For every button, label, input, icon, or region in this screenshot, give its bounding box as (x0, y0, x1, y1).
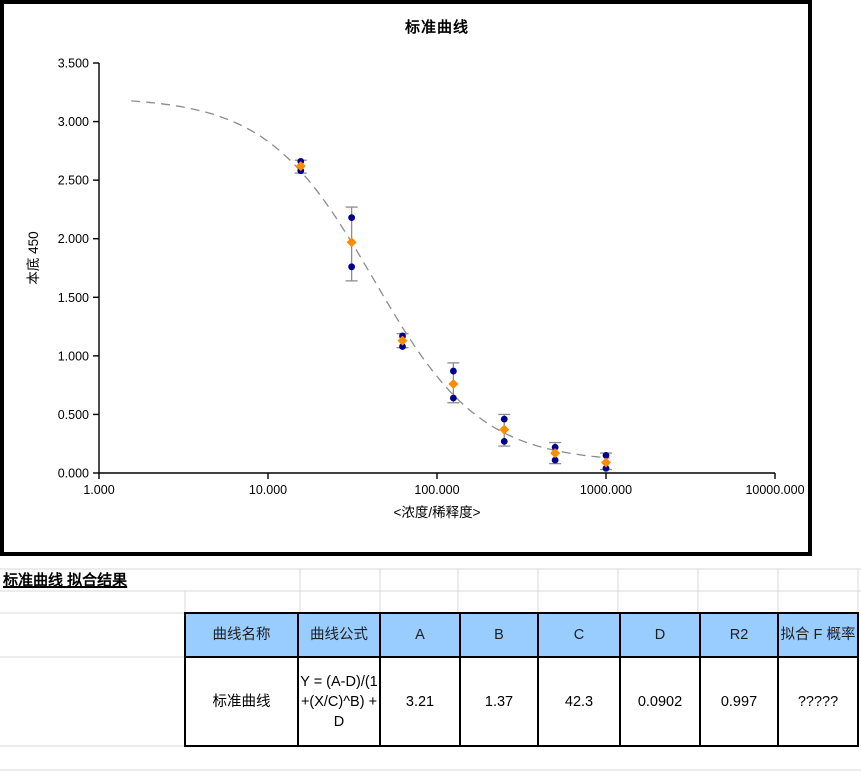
fit-table-cell-c[interactable]: 42.3 (537, 656, 621, 747)
fit-table-cell-f-prob[interactable]: ????? (777, 656, 859, 747)
error-bars (294, 159, 612, 471)
y-axis: 0.000 0.500 1.000 1.500 2.000 2.500 3.000 3.500 (58, 57, 100, 481)
y-tick-label: 3.000 (58, 115, 89, 129)
fit-table-cell-r2[interactable]: 0.997 (699, 656, 779, 747)
fit-results-heading: 标准曲线 拟合结果 (3, 572, 128, 589)
x-tick-label: 10.000 (249, 483, 287, 497)
y-tick-label: 2.500 (58, 174, 89, 188)
y-tick-label: 0.500 (58, 408, 89, 422)
replicate-points (297, 158, 610, 472)
x-axis-label: <浓度/稀释度> (393, 505, 481, 520)
fit-table-cell-formula[interactable]: Y = (A-D)/(1+(X/C)^B) + D (297, 656, 381, 747)
fit-table-cell-b[interactable]: 1.37 (459, 656, 539, 747)
fit-table-header-d[interactable]: D (619, 612, 701, 658)
standard-curve-panel: 0.000 0.500 1.000 1.500 2.000 2.500 3.000 3.500… (0, 0, 812, 556)
fit-table-header-name[interactable]: 曲线名称 (184, 612, 299, 658)
fit-table-header-f-prob[interactable]: 拟合 F 概率 (777, 612, 859, 658)
fit-table-cell-name[interactable]: 标准曲线 (184, 656, 299, 747)
x-tick-label: 1.000 (83, 483, 114, 497)
spreadsheet-gridlines (0, 568, 861, 771)
y-tick-label: 1.500 (58, 291, 89, 305)
y-tick-label: 3.500 (58, 57, 89, 71)
x-tick-label: 10000.000 (745, 483, 804, 497)
x-tick-label: 100.000 (414, 483, 459, 497)
fit-table-cell-d[interactable]: 0.0902 (619, 656, 701, 747)
x-tick-label: 1000.000 (580, 483, 632, 497)
y-tick-label: 2.000 (58, 232, 89, 246)
fit-results-table: 曲线名称 曲线公式 A B C D R2 拟合 F 概率标准曲线 Y = (A-D)/(1+(X… (184, 612, 859, 747)
y-tick-label: 0.000 (58, 467, 89, 481)
fit-table-header-b[interactable]: B (459, 612, 539, 658)
fit-table-header-r2[interactable]: R2 (699, 612, 779, 658)
mean-points (295, 161, 611, 468)
fit-table-header-a[interactable]: A (379, 612, 461, 658)
y-axis-label: 本底 450 (26, 231, 41, 285)
y-tick-label: 1.000 (58, 349, 89, 363)
fit-table-header-formula[interactable]: 曲线公式 (297, 612, 381, 658)
fit-curve (131, 100, 610, 459)
fit-table-header-c[interactable]: C (537, 612, 621, 658)
chart-title: 标准曲线 (404, 19, 469, 36)
standard-curve-chart: 0.000 0.500 1.000 1.500 2.000 2.500 3.000 3.500… (58, 57, 805, 498)
fit-table-cell-a[interactable]: 3.21 (379, 656, 461, 747)
x-axis: 1.000 10.000 100.000 1000.000 10000.000 (83, 472, 805, 497)
